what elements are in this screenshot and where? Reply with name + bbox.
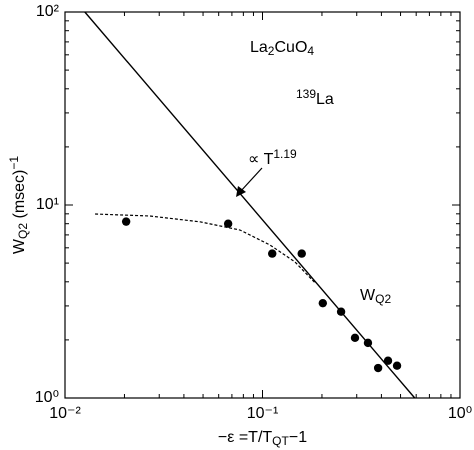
annotation: 139La bbox=[296, 87, 334, 108]
fit-line bbox=[84, 11, 416, 399]
y-axis-label-part: (msec) bbox=[11, 170, 28, 223]
annotation-part: ∝ T bbox=[248, 151, 274, 168]
plot-frame bbox=[64, 11, 461, 399]
annotation-part: La bbox=[316, 91, 334, 108]
data-point bbox=[383, 356, 393, 365]
annotation-part: W bbox=[360, 287, 376, 304]
annotation: WQ2 bbox=[360, 287, 391, 306]
data-point bbox=[373, 363, 383, 373]
arrow-head bbox=[236, 186, 246, 197]
annotation-part: CuO bbox=[274, 39, 307, 56]
y-axis-label-part: Q2 bbox=[16, 223, 30, 239]
data-point bbox=[268, 249, 277, 258]
y-tick-label: 10⁰ bbox=[35, 389, 59, 406]
annotation-part: 1.19 bbox=[273, 147, 297, 161]
x-tick-label: 10⁰ bbox=[448, 405, 472, 422]
y-tick-label: 10² bbox=[36, 3, 60, 20]
annotation-part: Q2 bbox=[375, 292, 391, 306]
annotation-part: 4 bbox=[307, 44, 314, 58]
annotation-part: 139 bbox=[296, 87, 316, 101]
annotation-part: La bbox=[250, 39, 268, 56]
annotation-arrow bbox=[239, 167, 263, 193]
data-point bbox=[121, 217, 131, 226]
y-axis-label-part: −1 bbox=[7, 156, 21, 170]
x-axis-label-part: −ε =T/T bbox=[218, 429, 272, 446]
data-point bbox=[223, 219, 233, 228]
annotation: La2CuO4 bbox=[250, 39, 314, 58]
dashed-curve bbox=[95, 213, 316, 284]
x-tick-label: 10⁻² bbox=[49, 405, 81, 422]
data-point bbox=[318, 298, 328, 308]
x-tick-label: 10⁻¹ bbox=[247, 405, 279, 422]
annotation-part: 2 bbox=[268, 44, 275, 58]
x-axis-label-part: −1 bbox=[289, 429, 307, 446]
data-point bbox=[392, 361, 402, 370]
data-point bbox=[350, 333, 360, 343]
y-axis-label: WQ2 (msec)−1 bbox=[7, 156, 30, 254]
data-point bbox=[297, 249, 306, 258]
y-tick-label: 10¹ bbox=[36, 196, 59, 213]
x-axis-label: −ε =T/TQT−1 bbox=[218, 429, 307, 448]
annotation: ∝ T1.19 bbox=[248, 147, 297, 168]
x-axis-label-part: QT bbox=[272, 434, 289, 448]
y-axis-label-part: W bbox=[11, 238, 28, 254]
